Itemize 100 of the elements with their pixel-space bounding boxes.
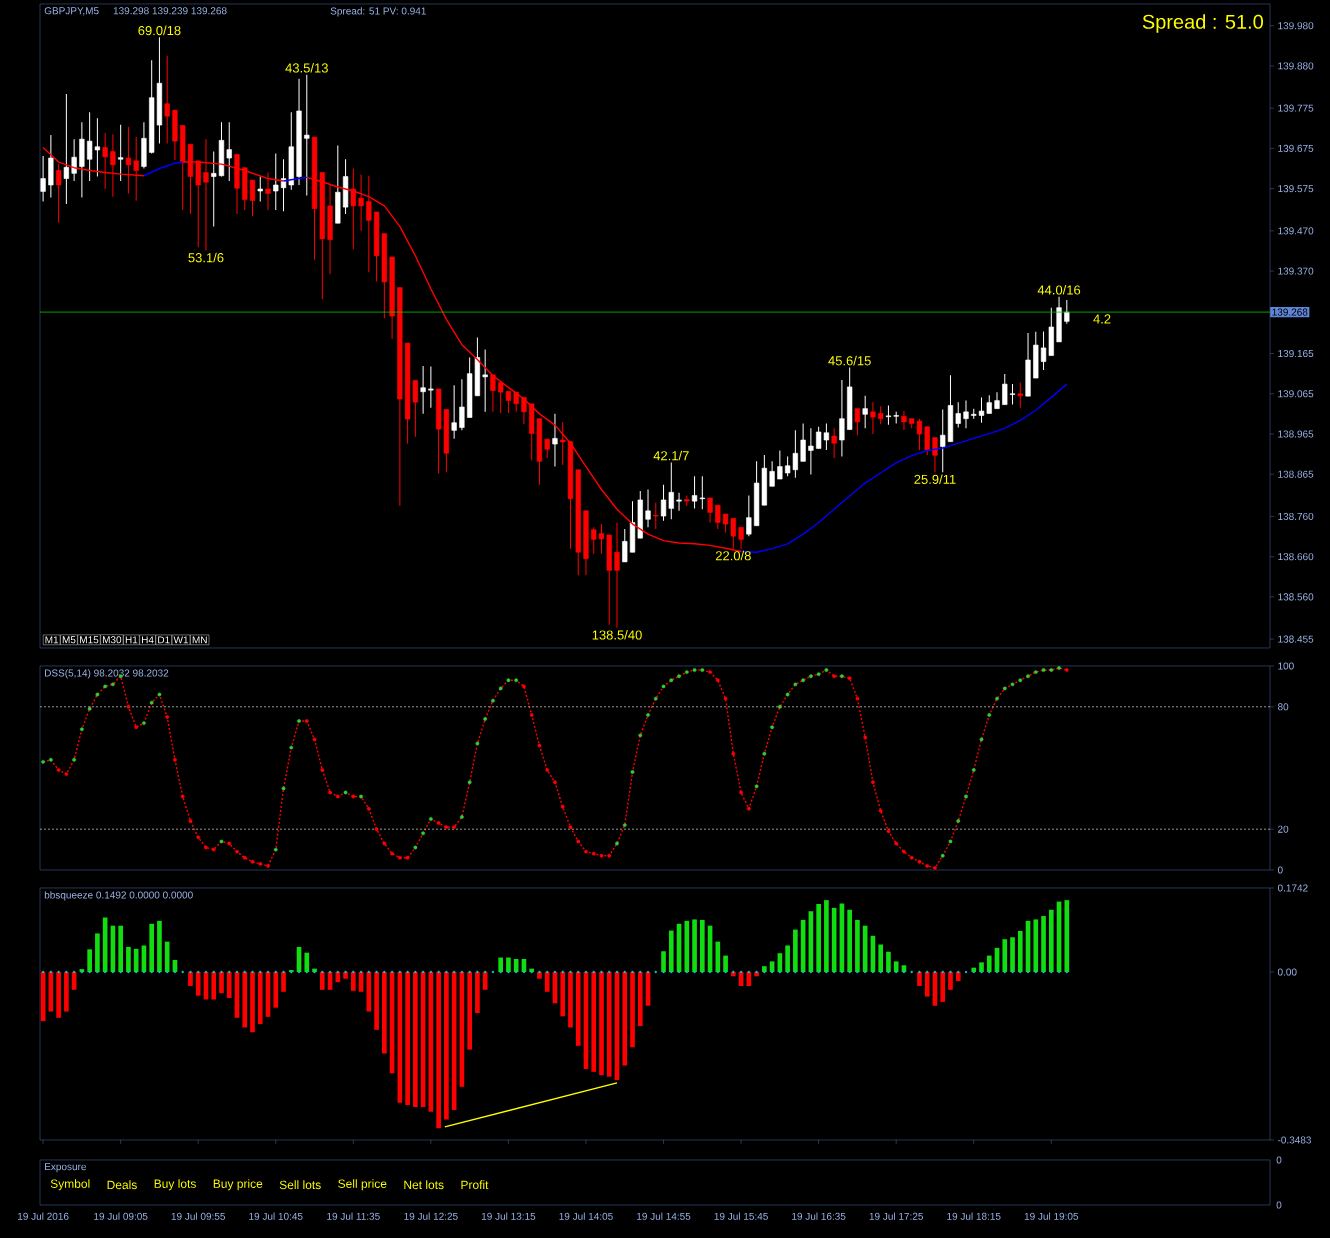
candlestick [746, 495, 752, 537]
x-tick-label: 19 Jul 10:45 [249, 1212, 303, 1220]
candlestick [622, 528, 628, 563]
x-tick-label: 19 Jul 17:25 [869, 1212, 923, 1220]
candlestick [211, 151, 217, 227]
candlestick [513, 391, 519, 413]
text: Net lots [404, 1180, 444, 1190]
candlestick [591, 526, 597, 555]
annotation: 25.9/11 [914, 474, 956, 484]
bar [95, 933, 100, 972]
x-tick-label: 19 Jul 09:05 [94, 1212, 148, 1220]
bar [242, 972, 248, 1028]
y-tick-label: 138.965 [1278, 430, 1314, 438]
bar [374, 972, 379, 1030]
bar [118, 925, 123, 972]
x-tick-label: 19 Jul 2016 [18, 1212, 69, 1220]
y-tick-label: 138.865 [1278, 470, 1314, 478]
candlestick [653, 502, 659, 530]
candlestick [451, 384, 457, 440]
bar [1010, 937, 1015, 972]
candlestick [715, 504, 721, 530]
y-tick-label: 138.560 [1278, 593, 1314, 601]
bar [319, 972, 325, 990]
bar [568, 972, 573, 1028]
bar [979, 962, 984, 972]
candlestick [71, 138, 77, 182]
candlestick [676, 492, 682, 512]
candlestick [831, 427, 837, 459]
annotation: H1 [125, 636, 138, 644]
x-tick-label: 19 Jul 16:35 [792, 1212, 846, 1220]
text: Profit [461, 1180, 489, 1190]
bar [273, 972, 279, 1008]
candlestick [459, 378, 465, 431]
candlestick [738, 526, 744, 550]
candlestick [490, 374, 496, 413]
annotation: 138.5/40 [592, 630, 642, 640]
annotation: 43.5/13 [285, 63, 328, 73]
bar [149, 923, 155, 972]
x-tick-label: 19 Jul 19:05 [1024, 1212, 1079, 1220]
candlestick [257, 176, 263, 202]
bar [630, 972, 635, 1048]
bar [87, 949, 92, 972]
candlestick [40, 155, 46, 202]
bar [413, 972, 418, 1108]
y-tick-label: -0.3483 [1277, 1136, 1312, 1144]
candlestick [265, 172, 271, 211]
bar [188, 972, 193, 986]
bar [661, 951, 666, 972]
candlestick [358, 174, 364, 232]
annotation: M5 [62, 636, 76, 644]
bar [436, 972, 441, 1129]
bar [219, 972, 224, 994]
annotation: Spread : 51.0 [1142, 14, 1263, 33]
bar [847, 909, 852, 972]
annotation: 69.0/18 [138, 25, 181, 36]
candlestick [304, 74, 310, 196]
y-tick-label: 138.455 [1278, 635, 1314, 643]
bar [622, 972, 628, 1066]
candlestick [1009, 383, 1016, 406]
candlestick [420, 365, 426, 415]
y-tick-label: 139.575 [1278, 185, 1314, 193]
bar [684, 920, 690, 972]
bar [986, 955, 992, 972]
candlestick [1002, 373, 1008, 406]
chart-title: GBPJPY,M5 [44, 7, 99, 16]
candlestick [994, 391, 1000, 410]
annotation: 22.0/8 [715, 550, 751, 561]
annotation: D1 [158, 636, 170, 644]
bar [824, 900, 829, 972]
candlestick [552, 413, 558, 468]
bar [64, 972, 69, 1012]
bar [560, 972, 566, 1017]
bar [955, 972, 961, 982]
bar [475, 972, 480, 1013]
candlestick [645, 489, 651, 528]
annotation: 42.1/7 [653, 450, 689, 461]
y-tick-label: 139.065 [1278, 390, 1314, 398]
bar [816, 903, 821, 972]
candlestick [940, 408, 946, 473]
bar [382, 972, 387, 1054]
x-tick-label: 19 Jul 14:55 [637, 1212, 691, 1220]
x-tick-label: 19 Jul 15:45 [714, 1212, 768, 1220]
chart-title: DSS(5,14) 98.2032 98.2032 [45, 669, 169, 679]
x-tick-label: 19 Jul 14:05 [559, 1212, 613, 1220]
candlestick [839, 379, 845, 458]
candlestick [878, 405, 884, 425]
bar [893, 961, 899, 972]
candlestick [118, 124, 124, 182]
chart-title: bbsqueeze 0.1492 0.0000 0.0000 [44, 891, 193, 901]
x-tick-label: 19 Jul 09:55 [171, 1212, 226, 1220]
bar [575, 972, 581, 1046]
candlestick [901, 410, 907, 431]
text: Symbol [50, 1179, 90, 1191]
bar [886, 951, 891, 972]
y-tick-label: 139.370 [1278, 267, 1314, 275]
candlestick [63, 93, 69, 205]
candlestick [854, 408, 861, 436]
bar [699, 919, 705, 972]
y-tick-label: 139.165 [1278, 350, 1314, 358]
annotation: 45.6/15 [828, 355, 871, 366]
